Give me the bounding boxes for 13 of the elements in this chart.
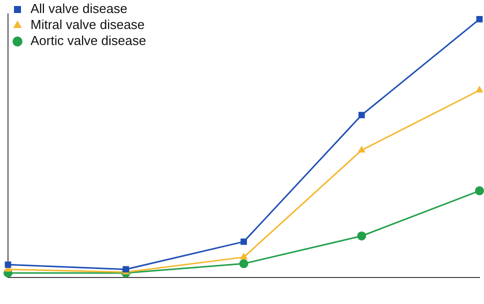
point bbox=[358, 112, 365, 118]
point bbox=[357, 231, 366, 240]
legend-label: Mitral valve disease bbox=[30, 17, 145, 32]
point bbox=[240, 252, 248, 260]
point bbox=[358, 146, 366, 152]
legend-label: Aortic valve disease bbox=[30, 33, 146, 48]
point bbox=[239, 259, 248, 268]
legend-label: All valve disease bbox=[30, 1, 128, 16]
point bbox=[475, 186, 484, 196]
point bbox=[476, 86, 484, 92]
point bbox=[476, 16, 483, 22]
point bbox=[240, 238, 247, 245]
point bbox=[4, 261, 12, 268]
